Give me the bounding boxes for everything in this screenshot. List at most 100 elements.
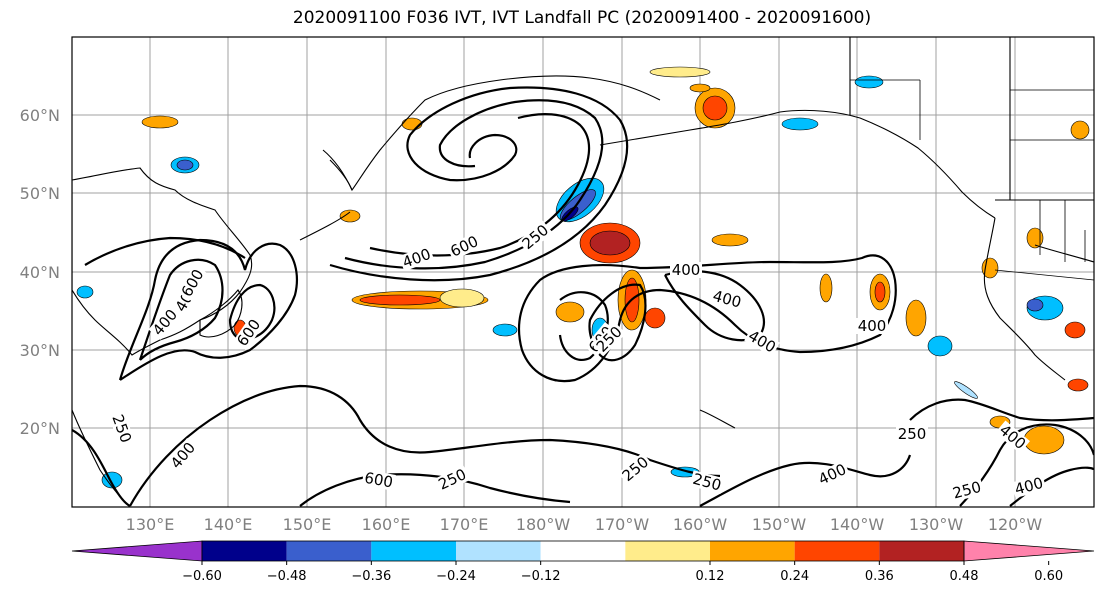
colorbar-tick-label: −0.12 <box>521 569 561 584</box>
colorbar-tick-label: 0.36 <box>865 569 894 584</box>
shade-blob <box>781 117 819 131</box>
shade-blob <box>954 381 978 399</box>
lon-tick-label: 120°W <box>988 515 1043 534</box>
contour-label-bg <box>744 326 780 357</box>
colorbar-swatch <box>202 541 287 561</box>
ivt-contour <box>84 236 246 266</box>
shade-blob <box>905 299 927 337</box>
contour-label-bg <box>518 220 553 254</box>
shade-blob <box>1023 425 1065 455</box>
shade-blob <box>359 294 441 306</box>
ivt-contour <box>299 473 571 507</box>
contour-label-bg <box>856 318 888 334</box>
ivt-contour <box>138 258 224 361</box>
lon-tick-label: 140°W <box>830 515 885 534</box>
map-frame <box>71 36 1095 508</box>
shade-blob <box>589 230 631 256</box>
lon-tick-label: 140°E <box>204 515 253 534</box>
colorbar-tick-label: 0.12 <box>696 569 725 584</box>
ivt-contour <box>959 423 1094 507</box>
lon-tick-label: 150°E <box>283 515 332 534</box>
colorbar-tick-label: 0.48 <box>950 569 979 584</box>
lat-tick-label: 20°N <box>20 419 60 438</box>
ivt-contour <box>228 283 276 341</box>
colorbar-swatch <box>371 541 456 561</box>
ivt-contour <box>72 429 131 507</box>
shade-blob <box>1064 321 1086 339</box>
political-borders <box>850 79 1094 281</box>
colorbar-min-extension <box>71 540 203 562</box>
contour-label-bg <box>177 265 208 301</box>
latitude-labels: 60°N 50°N 40°N 30°N 20°N <box>20 106 60 438</box>
contour-label-bg <box>592 322 627 357</box>
colorbar-swatch <box>710 541 795 561</box>
shade-blob <box>649 66 711 78</box>
contour-label-bg <box>670 262 702 278</box>
shade-blob <box>555 301 585 323</box>
shade-blob <box>492 323 518 337</box>
shade-blob <box>874 281 886 303</box>
shade-blob <box>927 335 953 357</box>
colorbar-swatch <box>286 541 372 561</box>
shade-blob <box>711 233 749 247</box>
shade-blob <box>702 95 728 121</box>
colorbar-swatch <box>879 541 964 561</box>
lon-tick-label: 170°W <box>595 515 650 534</box>
contour-label-bg <box>446 232 483 261</box>
colorbar: −0.60 −0.48 −0.36 −0.24 −0.12 0.12 0.24 0.36 0.4… <box>71 540 1095 584</box>
lon-tick-label: 180°W <box>516 515 571 534</box>
contour-label-bg <box>361 469 396 491</box>
shade-blob <box>644 307 666 329</box>
contour-label: 250 <box>898 425 927 443</box>
contour-label-bg <box>814 460 851 489</box>
contour-label-bg <box>108 410 135 447</box>
shade-blob <box>141 115 179 129</box>
contour-label-bg <box>434 465 471 494</box>
colorbar-tick-label: −0.60 <box>182 569 222 584</box>
lon-tick-label: 130°E <box>126 515 175 534</box>
lon-tick-label: 130°W <box>909 515 964 534</box>
contour-label-bg <box>995 420 1030 454</box>
ivt-contour <box>129 384 721 507</box>
contour-label-bg <box>232 315 265 351</box>
colorbar-tick-label: 0.60 <box>1034 569 1063 584</box>
colorbar-tick-label: −0.48 <box>267 569 307 584</box>
lon-tick-label: 160°W <box>673 515 728 534</box>
shade-blob <box>1070 120 1090 140</box>
map-title: 2020091100 F036 IVT, IVT Landfall PC (20… <box>292 8 872 28</box>
shade-blob <box>1026 298 1044 312</box>
shade-blob <box>1067 378 1089 392</box>
shade-blob <box>76 285 94 299</box>
contour-labels: 4006002504006004006002504006006004004002… <box>108 220 1047 503</box>
contour-label: 600 <box>363 469 394 492</box>
lat-tick-label: 40°N <box>20 263 60 282</box>
colorbar-tick-label: 0.24 <box>780 569 809 584</box>
longitude-labels: 130°E 140°E 150°E 160°E 170°E 180°W 170°W 160°W… <box>126 515 1043 534</box>
ivt-contour <box>344 99 604 270</box>
ivt-contour <box>118 238 298 381</box>
contour-label-bg <box>398 245 435 272</box>
contour-label: 400 <box>858 317 887 335</box>
contour-label-bg <box>166 438 200 473</box>
lon-tick-label: 150°W <box>752 515 807 534</box>
ivt-contour <box>518 254 897 383</box>
colorbar-swatch <box>456 541 541 561</box>
shade-blob <box>819 273 833 303</box>
ivt-contour <box>329 86 629 282</box>
lat-tick-label: 50°N <box>20 184 60 203</box>
shade-blob <box>854 75 884 89</box>
gridlines <box>72 37 1094 507</box>
lon-tick-label: 170°E <box>440 515 489 534</box>
contour-label: 400 <box>672 261 701 279</box>
colorbar-swatch <box>540 541 626 561</box>
coastlines <box>72 37 1094 507</box>
colorbar-tick-label: −0.36 <box>351 569 391 584</box>
shade-blob <box>176 159 194 171</box>
colorbar-outline <box>201 540 965 562</box>
ivt-contour <box>369 113 591 257</box>
colorbar-max-extension <box>963 540 1095 562</box>
shade-blob <box>689 83 711 93</box>
shade-blob <box>439 288 485 308</box>
contour-label-bg <box>618 452 653 486</box>
